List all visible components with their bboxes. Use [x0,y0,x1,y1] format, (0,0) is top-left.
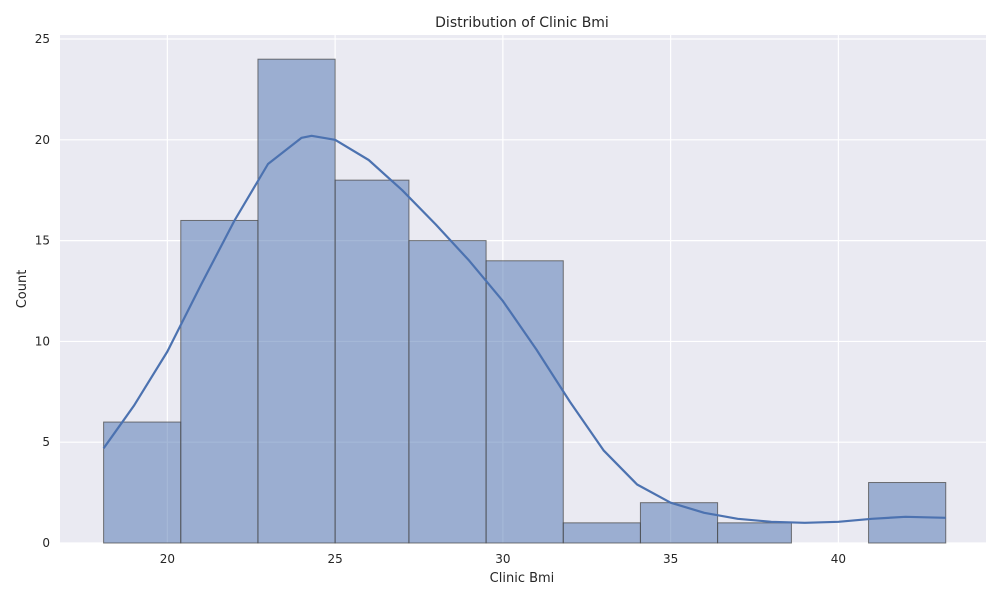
x-tick-labels: 20 25 30 35 40 [160,552,846,566]
x-tick-label: 30 [495,552,510,566]
histogram-bar [562,522,641,544]
x-tick-label: 25 [327,552,342,566]
chart-title: Distribution of Clinic Bmi [435,15,609,31]
histogram-bar [485,260,564,544]
x-tick-label: 20 [160,552,175,566]
y-tick-label: 20 [35,133,50,147]
x-tick-label: 35 [663,552,678,566]
histogram-bar [334,179,410,544]
y-tick-labels: 0 5 10 15 20 25 [35,32,50,550]
y-tick-label: 25 [35,32,50,46]
x-axis-label: Clinic Bmi [490,571,555,586]
histogram-bar [180,219,259,544]
histogram-bar [408,240,487,544]
histogram-bar [103,421,182,544]
y-tick-label: 5 [42,435,50,449]
y-tick-label: 15 [35,234,50,248]
y-tick-label: 10 [35,334,50,348]
histogram-bar [257,58,336,544]
histogram-bar [639,502,719,544]
y-axis-label: Count [15,270,30,309]
histogram-bars [103,58,947,544]
kde-curve [102,134,946,524]
histogram-bar [868,482,947,544]
histogram-bar [717,522,792,544]
x-tick-label: 40 [831,552,846,566]
y-tick-label: 0 [42,536,50,550]
